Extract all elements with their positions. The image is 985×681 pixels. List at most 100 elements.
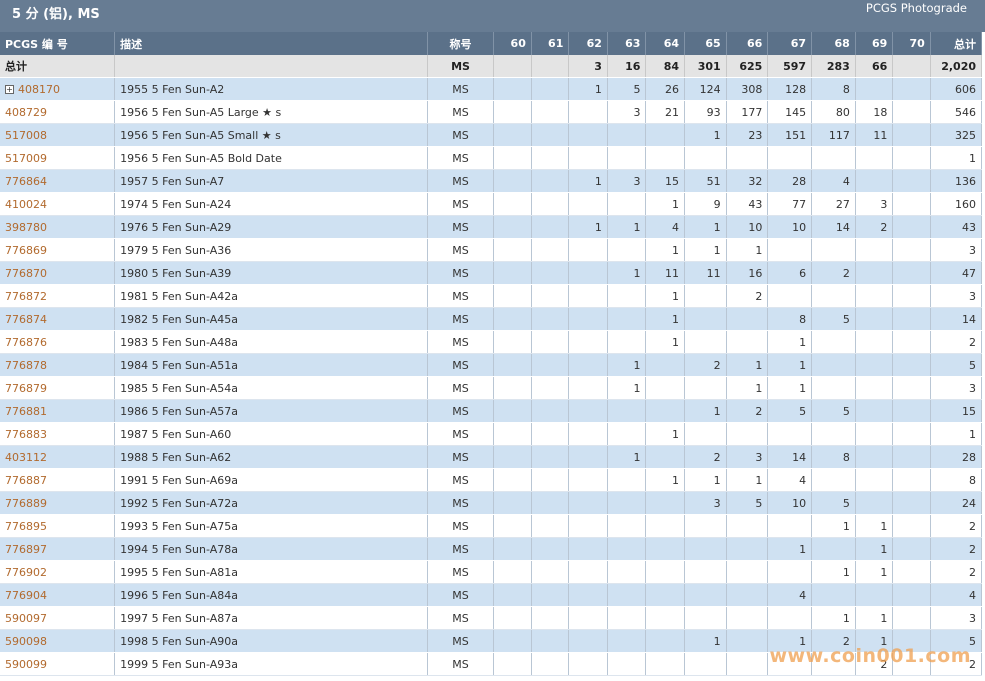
designation-cell: MS	[427, 238, 495, 262]
grade-count-cell	[568, 606, 608, 630]
column-header[interactable]: PCGS 编 号	[0, 32, 116, 55]
grade-count-cell: 5	[726, 491, 769, 515]
pcgs-number-link[interactable]: 776870	[5, 266, 47, 280]
pcgs-number-link[interactable]: 776904	[5, 588, 47, 602]
column-header[interactable]: 69	[855, 32, 894, 55]
grade-count-cell	[531, 376, 570, 400]
column-header[interactable]: 61	[531, 32, 570, 55]
grade-count-cell	[855, 468, 894, 492]
column-header[interactable]: 67	[767, 32, 813, 55]
pcgs-number-cell: 403112	[0, 445, 116, 469]
pcgs-number-link[interactable]: 403112	[5, 450, 47, 464]
pcgs-number-cell: 776878	[0, 353, 116, 377]
table-row: +408170 1955 5 Fen Sun-A2 MS 1 5 26 124 308 128 8…	[0, 77, 983, 101]
grade-count-cell	[892, 560, 931, 584]
grade-count-cell	[607, 307, 647, 331]
grade-count-cell: 10	[767, 491, 813, 515]
photograde-link[interactable]: PCGS Photograde	[865, 1, 967, 15]
pcgs-number-link[interactable]: 776874	[5, 312, 47, 326]
grade-count-cell: 1	[930, 146, 983, 170]
description-cell: 1979 5 Fen Sun-A36	[114, 238, 428, 262]
grade-count-cell	[767, 284, 813, 308]
grade-count-cell	[726, 629, 769, 653]
pcgs-number-link[interactable]: 776897	[5, 542, 47, 556]
grade-count-cell: 1	[855, 537, 894, 561]
grade-count-cell: 177	[726, 100, 769, 124]
column-header[interactable]: 总计	[930, 32, 983, 55]
total-cell: 283	[811, 55, 856, 78]
pcgs-number-link[interactable]: 517009	[5, 151, 47, 165]
pcgs-number-link[interactable]: 776869	[5, 243, 47, 257]
grade-count-cell: 3	[855, 192, 894, 216]
pcgs-number-link[interactable]: 776878	[5, 358, 47, 372]
grade-count-cell: 2	[930, 514, 983, 538]
grade-count-cell: 3	[930, 606, 983, 630]
grade-count-cell	[892, 422, 931, 446]
column-header[interactable]: 称号	[427, 32, 495, 55]
grade-count-cell: 2	[726, 284, 769, 308]
column-header[interactable]: 62	[568, 32, 608, 55]
grade-count-cell	[493, 77, 532, 101]
grade-count-cell: 3	[607, 100, 647, 124]
grade-count-cell	[892, 307, 931, 331]
pcgs-number-link[interactable]: 776872	[5, 289, 47, 303]
column-header[interactable]: 63	[607, 32, 647, 55]
grade-count-cell	[811, 284, 856, 308]
expand-icon[interactable]: +	[5, 85, 14, 94]
column-header[interactable]: 65	[684, 32, 727, 55]
pcgs-number-cell: 776883	[0, 422, 116, 446]
pcgs-number-link[interactable]: 776895	[5, 519, 47, 533]
pcgs-number-cell: 517008	[0, 123, 116, 147]
pcgs-number-link[interactable]: 408729	[5, 105, 47, 119]
grade-count-cell	[684, 514, 727, 538]
pcgs-number-link[interactable]: 776876	[5, 335, 47, 349]
grade-count-cell	[645, 537, 685, 561]
grade-count-cell	[568, 399, 608, 423]
pcgs-number-link[interactable]: 590099	[5, 657, 47, 671]
column-header[interactable]: 64	[645, 32, 685, 55]
grade-count-cell	[568, 284, 608, 308]
pcgs-number-link[interactable]: 776881	[5, 404, 47, 418]
description-cell: 1987 5 Fen Sun-A60	[114, 422, 428, 446]
pcgs-number-link[interactable]: 776902	[5, 565, 47, 579]
grade-count-cell: 1	[930, 422, 983, 446]
column-header[interactable]: 66	[726, 32, 769, 55]
grade-count-cell	[892, 284, 931, 308]
description-cell: 1976 5 Fen Sun-A29	[114, 215, 428, 239]
grade-count-cell	[726, 146, 769, 170]
pcgs-number-link[interactable]: 776887	[5, 473, 47, 487]
pcgs-number-link[interactable]: 590098	[5, 634, 47, 648]
pcgs-number-link[interactable]: 590097	[5, 611, 47, 625]
grade-count-cell: 15	[645, 169, 685, 193]
column-header[interactable]: 描述	[114, 32, 428, 55]
grade-count-cell: 8	[930, 468, 983, 492]
column-header[interactable]: 68	[811, 32, 856, 55]
pcgs-number-link[interactable]: 776883	[5, 427, 47, 441]
grade-count-cell	[645, 376, 685, 400]
grade-count-cell	[855, 583, 894, 607]
grade-count-cell: 77	[767, 192, 813, 216]
designation-cell: MS	[427, 353, 495, 377]
pcgs-number-link[interactable]: 776864	[5, 174, 47, 188]
grade-count-cell: 1	[645, 192, 685, 216]
grade-count-cell: 8	[811, 77, 856, 101]
pcgs-number-link[interactable]: 776889	[5, 496, 47, 510]
grade-count-cell	[892, 261, 931, 285]
grade-count-cell	[531, 606, 570, 630]
pcgs-number-link[interactable]: 410024	[5, 197, 47, 211]
pcgs-number-link[interactable]: 398780	[5, 220, 47, 234]
pcgs-number-link[interactable]: 517008	[5, 128, 47, 142]
column-header[interactable]: 60	[493, 32, 532, 55]
grade-count-cell	[892, 445, 931, 469]
table-row: 398780 1976 5 Fen Sun-A29 MS 1 1 4 1 10 10 14 2 43	[0, 215, 983, 239]
total-cell: 597	[767, 55, 813, 78]
table-row: 590099 1999 5 Fen Sun-A93a MS 2 2	[0, 652, 983, 676]
pcgs-number-link[interactable]: 776879	[5, 381, 47, 395]
grade-count-cell: 1	[726, 238, 769, 262]
grade-count-cell: 117	[811, 123, 856, 147]
pcgs-number-link[interactable]: 408170	[18, 82, 60, 96]
grade-count-cell	[726, 560, 769, 584]
column-header[interactable]: 70	[892, 32, 931, 55]
description-cell: 1998 5 Fen Sun-A90a	[114, 629, 428, 653]
grade-count-cell	[493, 468, 532, 492]
